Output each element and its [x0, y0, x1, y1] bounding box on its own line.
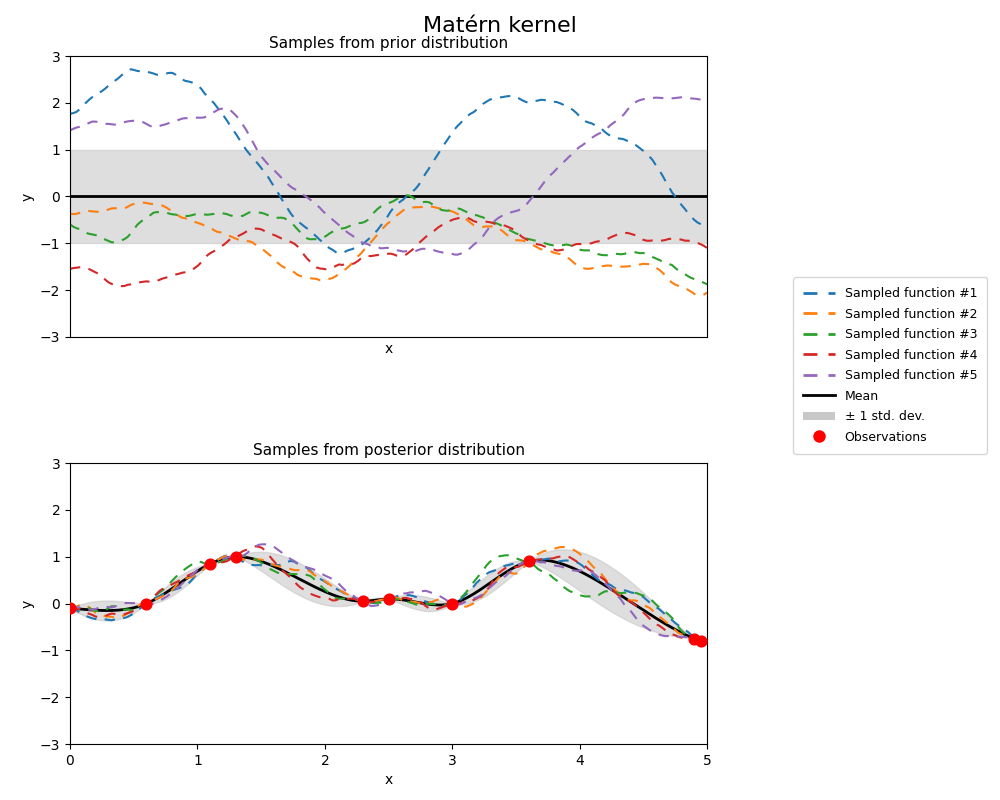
- Point: [202, 558, 218, 570]
- Point: [228, 550, 244, 563]
- Y-axis label: y: y: [20, 599, 34, 608]
- Point: [444, 597, 460, 610]
- X-axis label: x: x: [384, 342, 393, 356]
- Point: [138, 597, 154, 610]
- X-axis label: x: x: [384, 774, 393, 787]
- Y-axis label: y: y: [20, 192, 34, 201]
- Point: [521, 555, 537, 568]
- Legend: Sampled function #1, Sampled function #2, Sampled function #3, Sampled function : Sampled function #1, Sampled function #2…: [793, 278, 987, 454]
- Text: Matérn kernel: Matérn kernel: [423, 16, 577, 36]
- Point: [381, 593, 397, 606]
- Point: [693, 634, 709, 647]
- Point: [355, 595, 371, 608]
- Point: [62, 602, 78, 614]
- Title: Samples from prior distribution: Samples from prior distribution: [269, 36, 508, 50]
- Title: Samples from posterior distribution: Samples from posterior distribution: [253, 443, 525, 458]
- Point: [686, 632, 702, 645]
